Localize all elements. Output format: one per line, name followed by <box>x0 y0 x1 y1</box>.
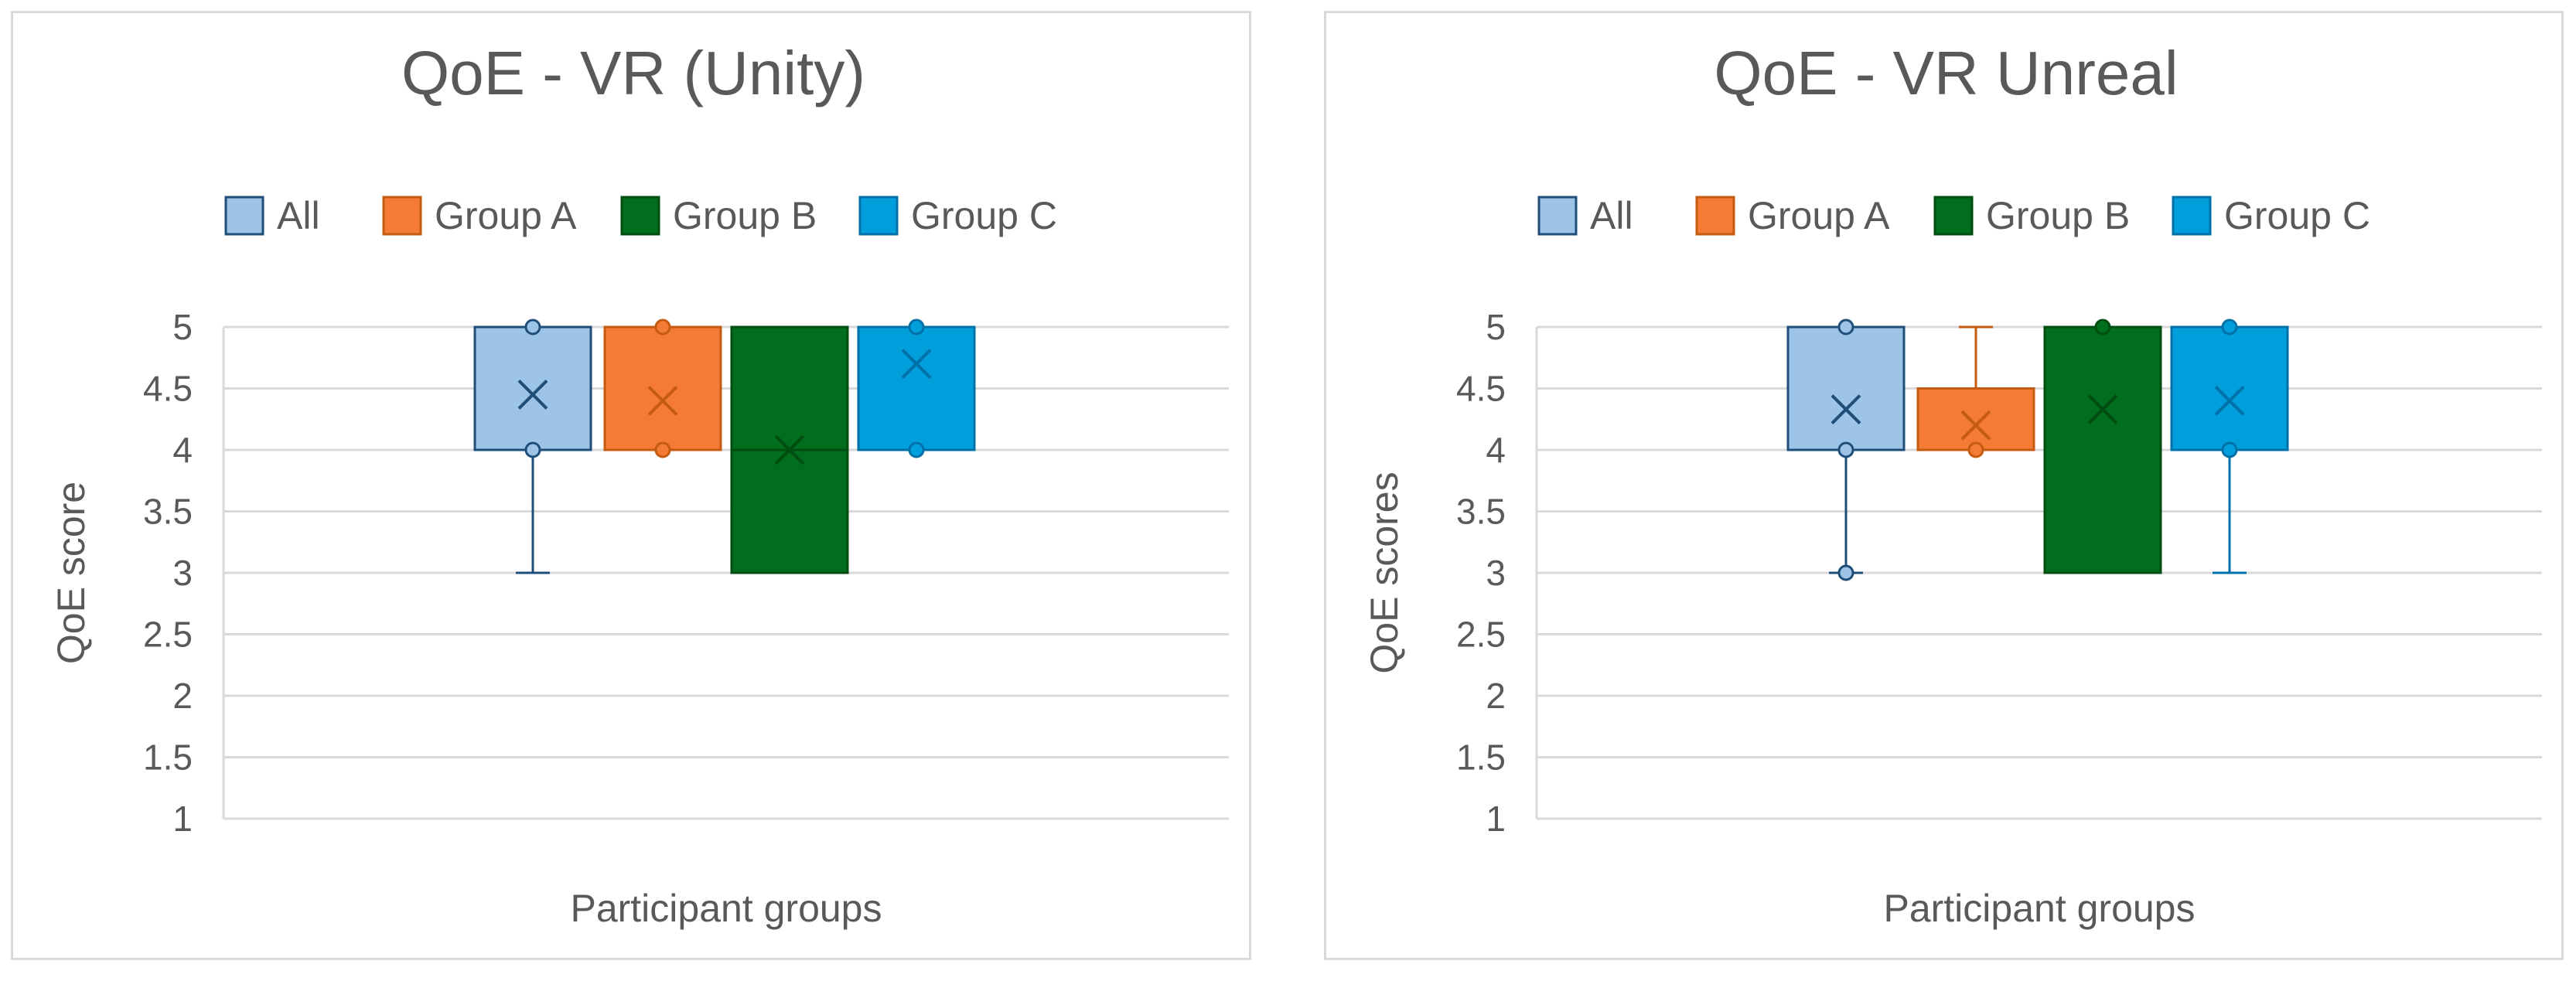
legend-label: Group A <box>1748 194 1890 237</box>
legend-swatch-group-c <box>858 196 899 236</box>
data-point <box>654 441 671 458</box>
y-tick-label: 2 <box>1486 676 1506 716</box>
box-iqr <box>603 325 722 451</box>
x-axis-title: Participant groups <box>570 887 882 930</box>
chart-panel-unreal: QoE - VR Unreal All Group A Group B Group C 1… <box>1324 11 2564 960</box>
box-iqr <box>857 325 976 451</box>
mean-marker <box>774 434 805 465</box>
mean-marker <box>901 349 932 380</box>
box-all <box>473 318 592 574</box>
data-point <box>524 441 541 458</box>
y-tick-label: 4 <box>1486 430 1506 470</box>
y-tick-label: 3.5 <box>143 492 193 532</box>
y-tick-label: 4 <box>172 430 193 470</box>
legend-swatch-group-b <box>1933 196 1974 236</box>
boxplot-chart-unity: QoE - VR (Unity) All Group A Group B Group C… <box>49 39 1229 930</box>
y-axis-title: QoE score <box>49 482 93 664</box>
chart-panel-unity: QoE - VR (Unity) All Group A Group B Group C… <box>11 11 1251 960</box>
y-tick-label: 4.5 <box>1456 369 1506 409</box>
mean-marker <box>1830 394 1861 424</box>
legend-swatch-group-b <box>620 196 660 236</box>
chart-title: QoE - VR Unreal <box>1714 39 2178 107</box>
data-point <box>1837 564 1854 581</box>
box-all <box>1786 318 1906 581</box>
legend-label: Group B <box>673 194 817 237</box>
mean-marker <box>1960 410 1991 441</box>
box-iqr <box>1916 387 2035 451</box>
legend-label: Group A <box>435 194 577 237</box>
data-point <box>1967 441 1984 458</box>
y-axis-title: QoE scores <box>1363 472 1406 673</box>
box-group-a <box>1916 325 2035 458</box>
box-iqr <box>2170 325 2289 451</box>
legend-swatch-all <box>1537 196 1578 236</box>
legend-swatch-all <box>224 196 264 236</box>
mean-marker <box>2087 394 2118 424</box>
data-point <box>524 318 541 336</box>
y-tick-label: 1 <box>1486 799 1506 839</box>
legend-swatch-group-a <box>382 196 422 236</box>
data-point <box>1837 318 1854 336</box>
mean-marker <box>647 385 678 416</box>
data-point <box>2221 441 2238 458</box>
box-group-c <box>857 318 976 458</box>
y-tick-label: 3 <box>172 553 193 593</box>
y-tick-label: 1 <box>172 799 193 839</box>
mean-marker <box>517 380 548 410</box>
data-point <box>908 441 925 458</box>
chart-title: QoE - VR (Unity) <box>401 39 865 107</box>
box-group-a <box>603 318 722 458</box>
mean-marker <box>2214 385 2245 416</box>
box-group-c <box>2170 318 2289 574</box>
y-tick-label: 5 <box>172 307 193 347</box>
x-axis-title: Participant groups <box>1883 887 2195 930</box>
y-tick-label: 4.5 <box>143 369 193 409</box>
y-tick-label: 3.5 <box>1456 492 1506 532</box>
box-iqr <box>2043 325 2162 574</box>
legend-swatch-group-c <box>2172 196 2212 236</box>
data-point <box>654 318 671 336</box>
box-iqr <box>1786 325 1906 451</box>
legend-label: All <box>1590 194 1633 237</box>
legend-label: All <box>277 194 320 237</box>
y-tick-label: 5 <box>1486 307 1506 347</box>
data-point <box>2221 318 2238 336</box>
y-tick-label: 2 <box>172 676 193 716</box>
y-tick-label: 1.5 <box>143 737 193 778</box>
y-tick-label: 2.5 <box>1456 615 1506 655</box>
data-point <box>1837 441 1854 458</box>
box-iqr <box>473 325 592 451</box>
legend: All Group A Group B Group C <box>224 194 1057 237</box>
y-tick-label: 2.5 <box>143 615 193 655</box>
legend-label: Group C <box>2224 194 2370 237</box>
y-tick-label: 3 <box>1486 553 1506 593</box>
box-group-b <box>2043 318 2162 574</box>
data-point <box>2094 318 2111 336</box>
legend-swatch-group-a <box>1695 196 1735 236</box>
legend: All Group A Group B Group C <box>1537 194 2370 237</box>
boxplot-chart-unreal: QoE - VR Unreal All Group A Group B Group C 1… <box>1363 39 2542 930</box>
legend-label: Group C <box>911 194 1057 237</box>
legend-label: Group B <box>1986 194 2130 237</box>
y-tick-label: 1.5 <box>1456 737 1506 778</box>
box-group-b <box>730 325 849 574</box>
data-point <box>908 318 925 336</box>
